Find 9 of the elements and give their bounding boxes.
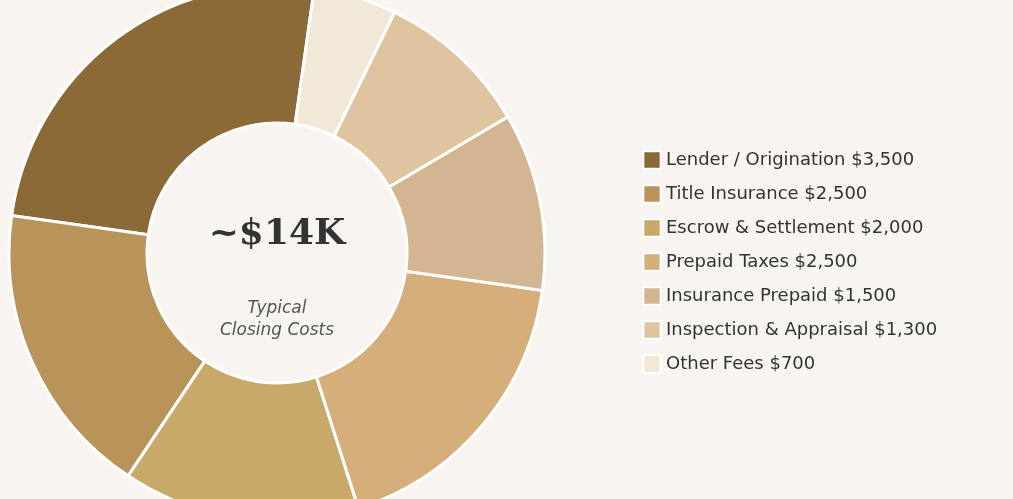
legend-label: Inspection & Appraisal $1,300 [666,318,938,339]
legend-label: Lender / Origination $3,500 [666,148,915,169]
legend-label: Escrow & Settlement $2,000 [666,216,924,237]
text: Typical Closing Costs [219,297,335,339]
legend-label: Insurance Prepaid $1,500 [666,284,897,305]
legend-label: Other Fees $700 [666,352,816,373]
legend-label: Prepaid Taxes $2,500 [666,250,858,271]
text: ~$14K [208,210,348,252]
legend-label: Title Insurance $2,500 [665,182,868,203]
